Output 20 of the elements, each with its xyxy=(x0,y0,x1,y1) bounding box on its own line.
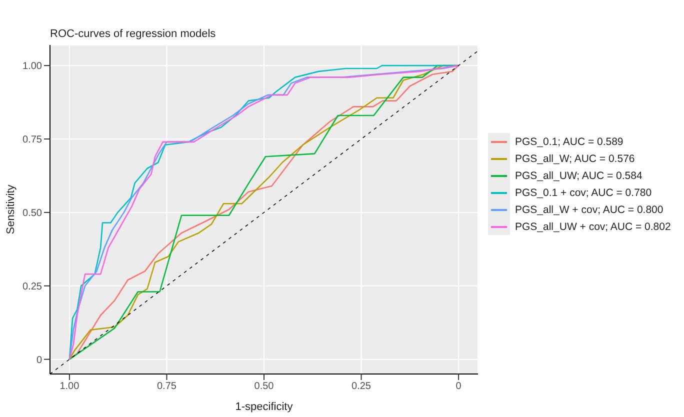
legend-label: PGS_0.1 + cov; AUC = 0.780 xyxy=(515,186,652,198)
x-tick-label: 1.00 xyxy=(60,381,80,392)
y-tick-label: 1.00 xyxy=(22,61,42,72)
y-tick-label: 0 xyxy=(36,354,42,366)
line-series xyxy=(68,64,460,360)
x-tick-label: 0.75 xyxy=(156,381,177,392)
y-tick-label: 0.25 xyxy=(22,281,42,292)
x-tick-label: 0.50 xyxy=(254,381,274,392)
x-tick-label: 0.25 xyxy=(352,381,372,392)
legend-label: PGS_all_UW; AUC = 0.584 xyxy=(515,170,642,182)
y-tick-label: 0.50 xyxy=(22,208,42,219)
y-tick-label: 0.75 xyxy=(22,134,42,146)
x-axis-title: 1-specificity xyxy=(235,401,294,413)
legend-label: PGS_all_W; AUC = 0.576 xyxy=(515,152,635,164)
x-tick-label: 0 xyxy=(456,381,462,392)
legend-label: PGS_0.1; AUC = 0.589 xyxy=(515,136,624,148)
y-axis-title: Sensitivity xyxy=(4,184,17,234)
chart-title: ROC-curves of regression models xyxy=(50,28,216,40)
legend-label: PGS_all_W + cov; AUC = 0.800 xyxy=(515,204,664,216)
legend-label: PGS_all_UW + cov; AUC = 0.802 xyxy=(515,220,671,232)
